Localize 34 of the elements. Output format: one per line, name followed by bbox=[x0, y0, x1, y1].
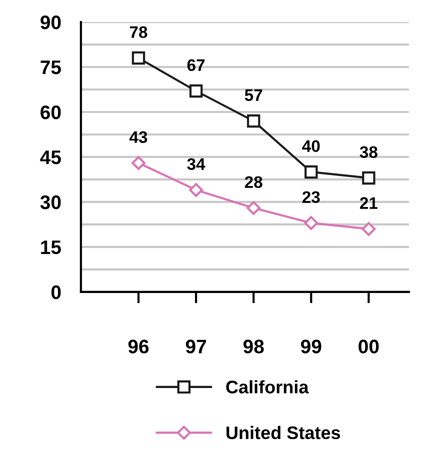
point bbox=[362, 171, 376, 185]
data-label: 28 bbox=[244, 176, 262, 188]
point bbox=[246, 201, 261, 215]
x-tick-label: 99 bbox=[300, 340, 322, 354]
x-tick-label: 96 bbox=[128, 340, 149, 354]
y-tick-label: 75 bbox=[40, 60, 61, 74]
y-tick-label: 45 bbox=[40, 150, 61, 164]
y-tick-label: 30 bbox=[40, 195, 61, 210]
point bbox=[304, 165, 318, 179]
point bbox=[246, 114, 260, 128]
data-label: 43 bbox=[129, 131, 148, 144]
point bbox=[189, 183, 203, 197]
point bbox=[304, 216, 318, 230]
y-tick-label: 60 bbox=[40, 105, 61, 120]
legend-label: United States bbox=[226, 426, 340, 440]
point bbox=[362, 222, 376, 236]
point bbox=[132, 51, 146, 65]
data-label: 40 bbox=[302, 140, 320, 152]
data-label: 34 bbox=[187, 158, 206, 170]
data-label: 57 bbox=[244, 89, 262, 102]
x-tick-label: 97 bbox=[186, 340, 206, 354]
point bbox=[189, 84, 203, 98]
point bbox=[132, 156, 146, 170]
y-tick-label: 15 bbox=[41, 240, 61, 254]
x-tick-label: 00 bbox=[358, 340, 379, 354]
y-tick-label: 90 bbox=[40, 16, 61, 30]
data-label: 23 bbox=[302, 191, 320, 204]
legend-label: California bbox=[226, 380, 309, 394]
x-tick-label: 98 bbox=[243, 340, 264, 354]
data-label: 78 bbox=[130, 26, 148, 38]
data-label: 67 bbox=[187, 59, 205, 72]
data-label: 21 bbox=[360, 197, 378, 209]
y-tick-label: 0 bbox=[51, 285, 61, 300]
data-label: 38 bbox=[360, 146, 378, 158]
